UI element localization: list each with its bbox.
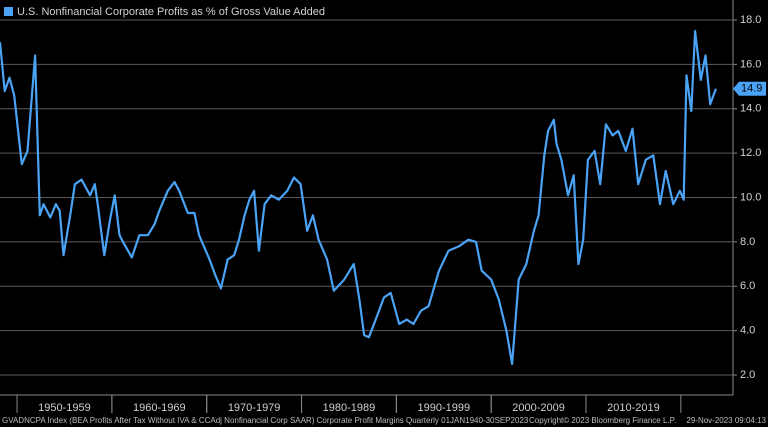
x-tick-label: 1990-1999 (417, 402, 470, 414)
x-tick-label: 2000-2009 (512, 402, 565, 414)
y-tick-label: 6.0 (740, 280, 755, 292)
x-tick-label: 1960-1969 (133, 402, 186, 414)
x-tick-label: 1950-1959 (38, 402, 91, 414)
last-value-label: 14.9 (741, 83, 762, 95)
x-tick-label: 1970-1979 (228, 402, 281, 414)
footer-copyright: Copyright© 2023 Bloomberg Finance L.P. (529, 416, 676, 425)
legend-label: U.S. Nonfinancial Corporate Profits as %… (17, 6, 325, 18)
y-tick-label: 2.0 (740, 369, 755, 381)
x-tick-label: 1980-1989 (323, 402, 376, 414)
last-value-box (733, 81, 766, 96)
footer-source: GVADNCPA Index (BEA Profits After Tax Wi… (2, 416, 529, 425)
y-tick-label: 10.0 (740, 191, 761, 203)
y-tick-label: 18.0 (740, 14, 761, 26)
x-tick-label: 2010-2019 (607, 402, 660, 414)
y-tick-label: 8.0 (740, 236, 755, 248)
legend-swatch (4, 7, 13, 16)
y-tick-label: 16.0 (740, 58, 761, 70)
y-tick-label: 12.0 (740, 147, 761, 159)
footer-timestamp: 29-Nov-2023 09:04:13 (686, 416, 766, 425)
y-tick-label: 14.0 (740, 103, 761, 115)
y-tick-label: 4.0 (740, 325, 755, 337)
series-line (0, 30, 717, 365)
